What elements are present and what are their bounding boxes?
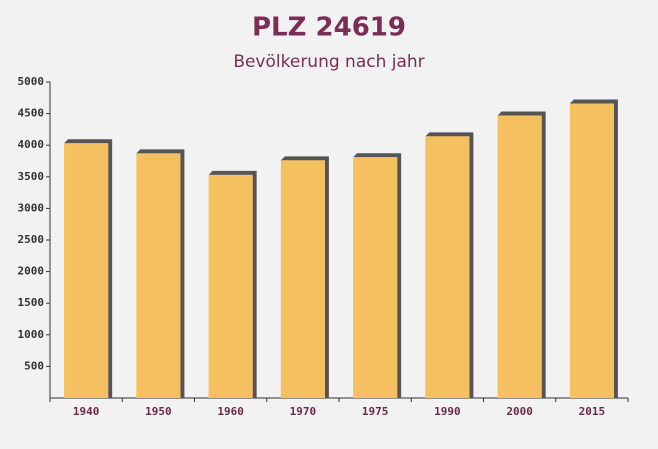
bar xyxy=(353,157,398,398)
chart-title: PLZ 24619 xyxy=(252,13,406,43)
x-tick-label: 1970 xyxy=(290,405,317,418)
y-tick-label: 4500 xyxy=(18,107,45,120)
x-tick-label: 1940 xyxy=(73,405,100,418)
x-tick-label: 2000 xyxy=(506,405,533,418)
bar xyxy=(569,103,614,398)
bar xyxy=(425,136,470,399)
bar xyxy=(64,143,109,398)
bar xyxy=(208,174,253,398)
y-tick-label: 2000 xyxy=(18,265,45,278)
y-tick-label: 3000 xyxy=(18,201,45,214)
chart-subtitle: Bevölkerung nach jahr xyxy=(233,52,424,72)
y-tick-label: 5000 xyxy=(18,75,45,88)
x-tick-label: 1975 xyxy=(362,405,389,418)
x-tick-label: 2015 xyxy=(579,405,606,418)
y-tick-label: 1000 xyxy=(18,328,45,341)
y-tick-label: 4000 xyxy=(18,138,45,151)
y-tick-label: 2500 xyxy=(18,233,45,246)
bar xyxy=(136,153,181,398)
y-tick-label: 1500 xyxy=(18,296,45,309)
y-tick-label: 500 xyxy=(24,359,44,372)
x-tick-label: 1950 xyxy=(145,405,172,418)
bar xyxy=(280,160,325,398)
bar xyxy=(497,115,542,398)
x-tick-label: 1960 xyxy=(217,405,244,418)
x-tick-label: 1990 xyxy=(434,405,461,418)
y-tick-label: 3500 xyxy=(18,170,45,183)
